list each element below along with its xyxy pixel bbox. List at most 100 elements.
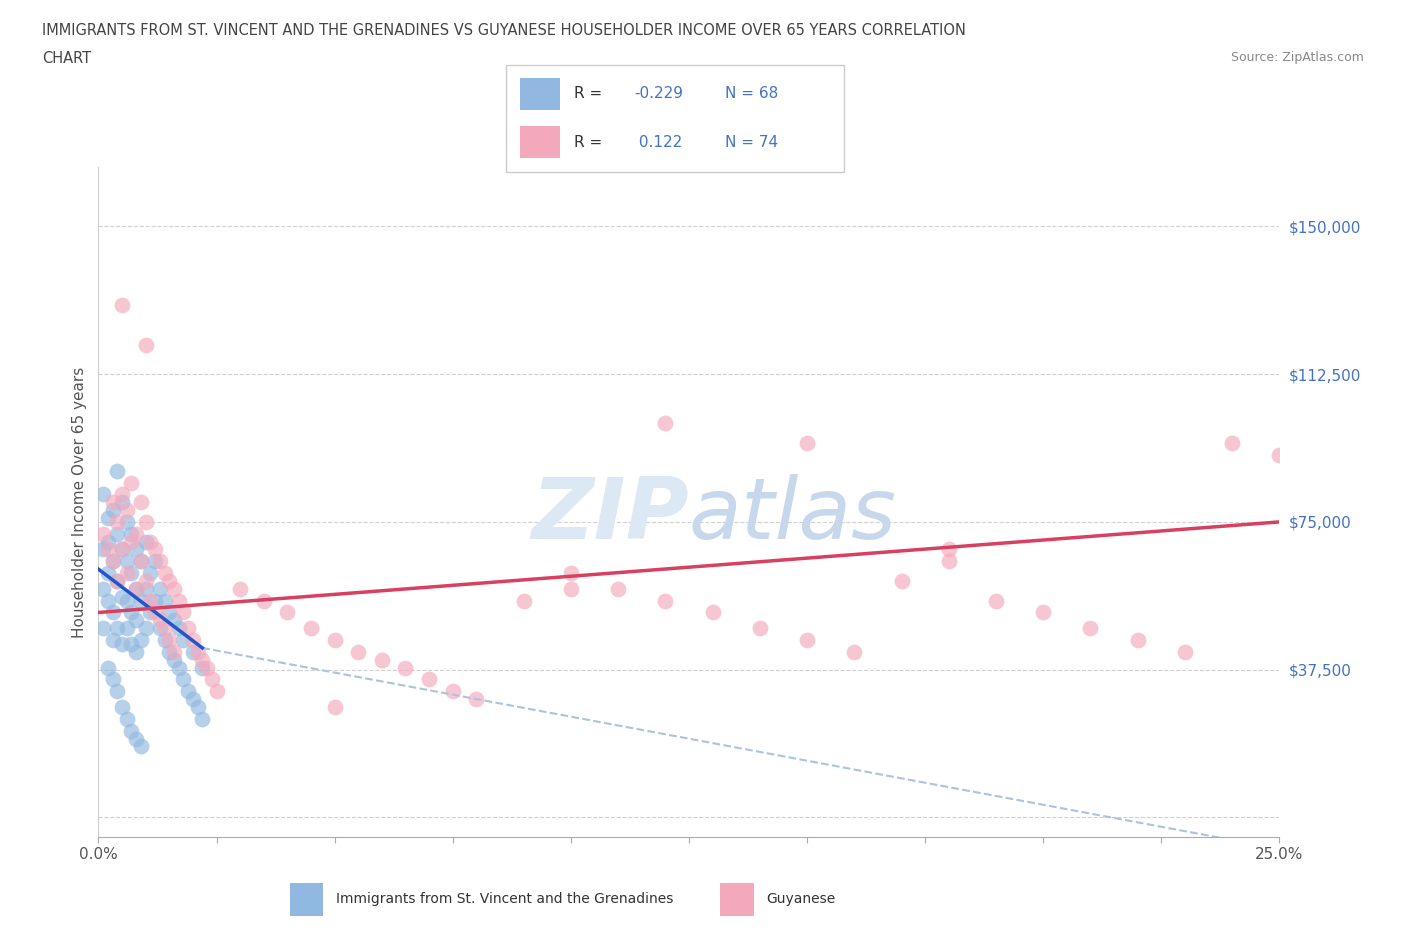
Point xyxy=(253,593,276,608)
Point xyxy=(143,605,166,620)
Point xyxy=(172,605,194,620)
Point xyxy=(115,565,138,580)
Point xyxy=(191,652,214,667)
Point xyxy=(105,574,128,589)
Point xyxy=(149,613,172,628)
Point xyxy=(121,636,143,651)
Point xyxy=(97,511,120,525)
Point xyxy=(111,542,134,557)
Point xyxy=(323,632,346,647)
Point xyxy=(121,724,143,738)
Point xyxy=(1220,435,1243,450)
Point xyxy=(91,542,114,557)
Point xyxy=(796,435,818,450)
Point xyxy=(323,699,346,714)
Point xyxy=(143,542,166,557)
FancyBboxPatch shape xyxy=(506,65,844,172)
Point xyxy=(129,554,152,569)
Point xyxy=(191,711,214,726)
Point xyxy=(418,672,440,687)
Point xyxy=(172,632,194,647)
Point xyxy=(101,502,124,517)
Point xyxy=(153,593,176,608)
Point xyxy=(101,672,124,687)
Point xyxy=(157,574,180,589)
Point xyxy=(512,593,534,608)
Point xyxy=(125,731,148,746)
Point xyxy=(702,605,724,620)
Point xyxy=(560,565,582,580)
Bar xyxy=(520,126,560,158)
Text: N = 74: N = 74 xyxy=(725,135,779,150)
Point xyxy=(139,605,162,620)
Point xyxy=(191,660,214,675)
Point xyxy=(135,574,157,589)
Text: Guyanese: Guyanese xyxy=(766,892,835,907)
Point xyxy=(143,593,166,608)
Point xyxy=(172,672,194,687)
Point xyxy=(135,621,157,636)
Point xyxy=(441,684,464,698)
Point xyxy=(229,581,252,596)
Point xyxy=(139,565,162,580)
Bar xyxy=(290,884,323,915)
Point xyxy=(1174,644,1197,659)
Point xyxy=(91,621,114,636)
Y-axis label: Householder Income Over 65 years: Householder Income Over 65 years xyxy=(72,366,87,638)
Point xyxy=(157,644,180,659)
Text: 0.122: 0.122 xyxy=(634,135,683,150)
Point xyxy=(97,593,120,608)
Point xyxy=(115,514,138,529)
Point xyxy=(111,487,134,502)
Text: CHART: CHART xyxy=(42,51,91,66)
Point xyxy=(139,534,162,549)
Point xyxy=(111,542,134,557)
Text: ZIP: ZIP xyxy=(531,474,689,557)
Point xyxy=(167,621,190,636)
Point xyxy=(984,593,1007,608)
Point xyxy=(938,542,960,557)
Point xyxy=(201,672,224,687)
Point xyxy=(121,526,143,541)
Point xyxy=(125,613,148,628)
Point xyxy=(1080,621,1102,636)
Point xyxy=(153,621,176,636)
Point xyxy=(181,692,204,707)
Point xyxy=(121,475,143,490)
Point xyxy=(163,581,186,596)
Point xyxy=(796,632,818,647)
Point xyxy=(105,463,128,478)
Point xyxy=(97,660,120,675)
Point xyxy=(115,711,138,726)
Text: -0.229: -0.229 xyxy=(634,86,683,101)
Point xyxy=(111,495,134,510)
Point xyxy=(1126,632,1149,647)
Point xyxy=(157,605,180,620)
Point xyxy=(157,632,180,647)
Point xyxy=(347,644,370,659)
Point xyxy=(748,621,770,636)
Point xyxy=(163,644,186,659)
Point xyxy=(91,487,114,502)
Point xyxy=(167,593,190,608)
Point xyxy=(129,554,152,569)
Point xyxy=(177,684,200,698)
Bar xyxy=(520,78,560,110)
Point xyxy=(97,565,120,580)
Point xyxy=(129,632,152,647)
Point xyxy=(111,636,134,651)
Point xyxy=(181,644,204,659)
Point xyxy=(938,554,960,569)
Point xyxy=(205,684,228,698)
Point xyxy=(111,699,134,714)
Point xyxy=(105,684,128,698)
Point xyxy=(129,593,152,608)
Point xyxy=(163,652,186,667)
Point xyxy=(135,514,157,529)
Point xyxy=(125,581,148,596)
Point xyxy=(101,554,124,569)
Point xyxy=(654,416,676,431)
Point xyxy=(97,542,120,557)
Point xyxy=(105,526,128,541)
Point xyxy=(101,554,124,569)
